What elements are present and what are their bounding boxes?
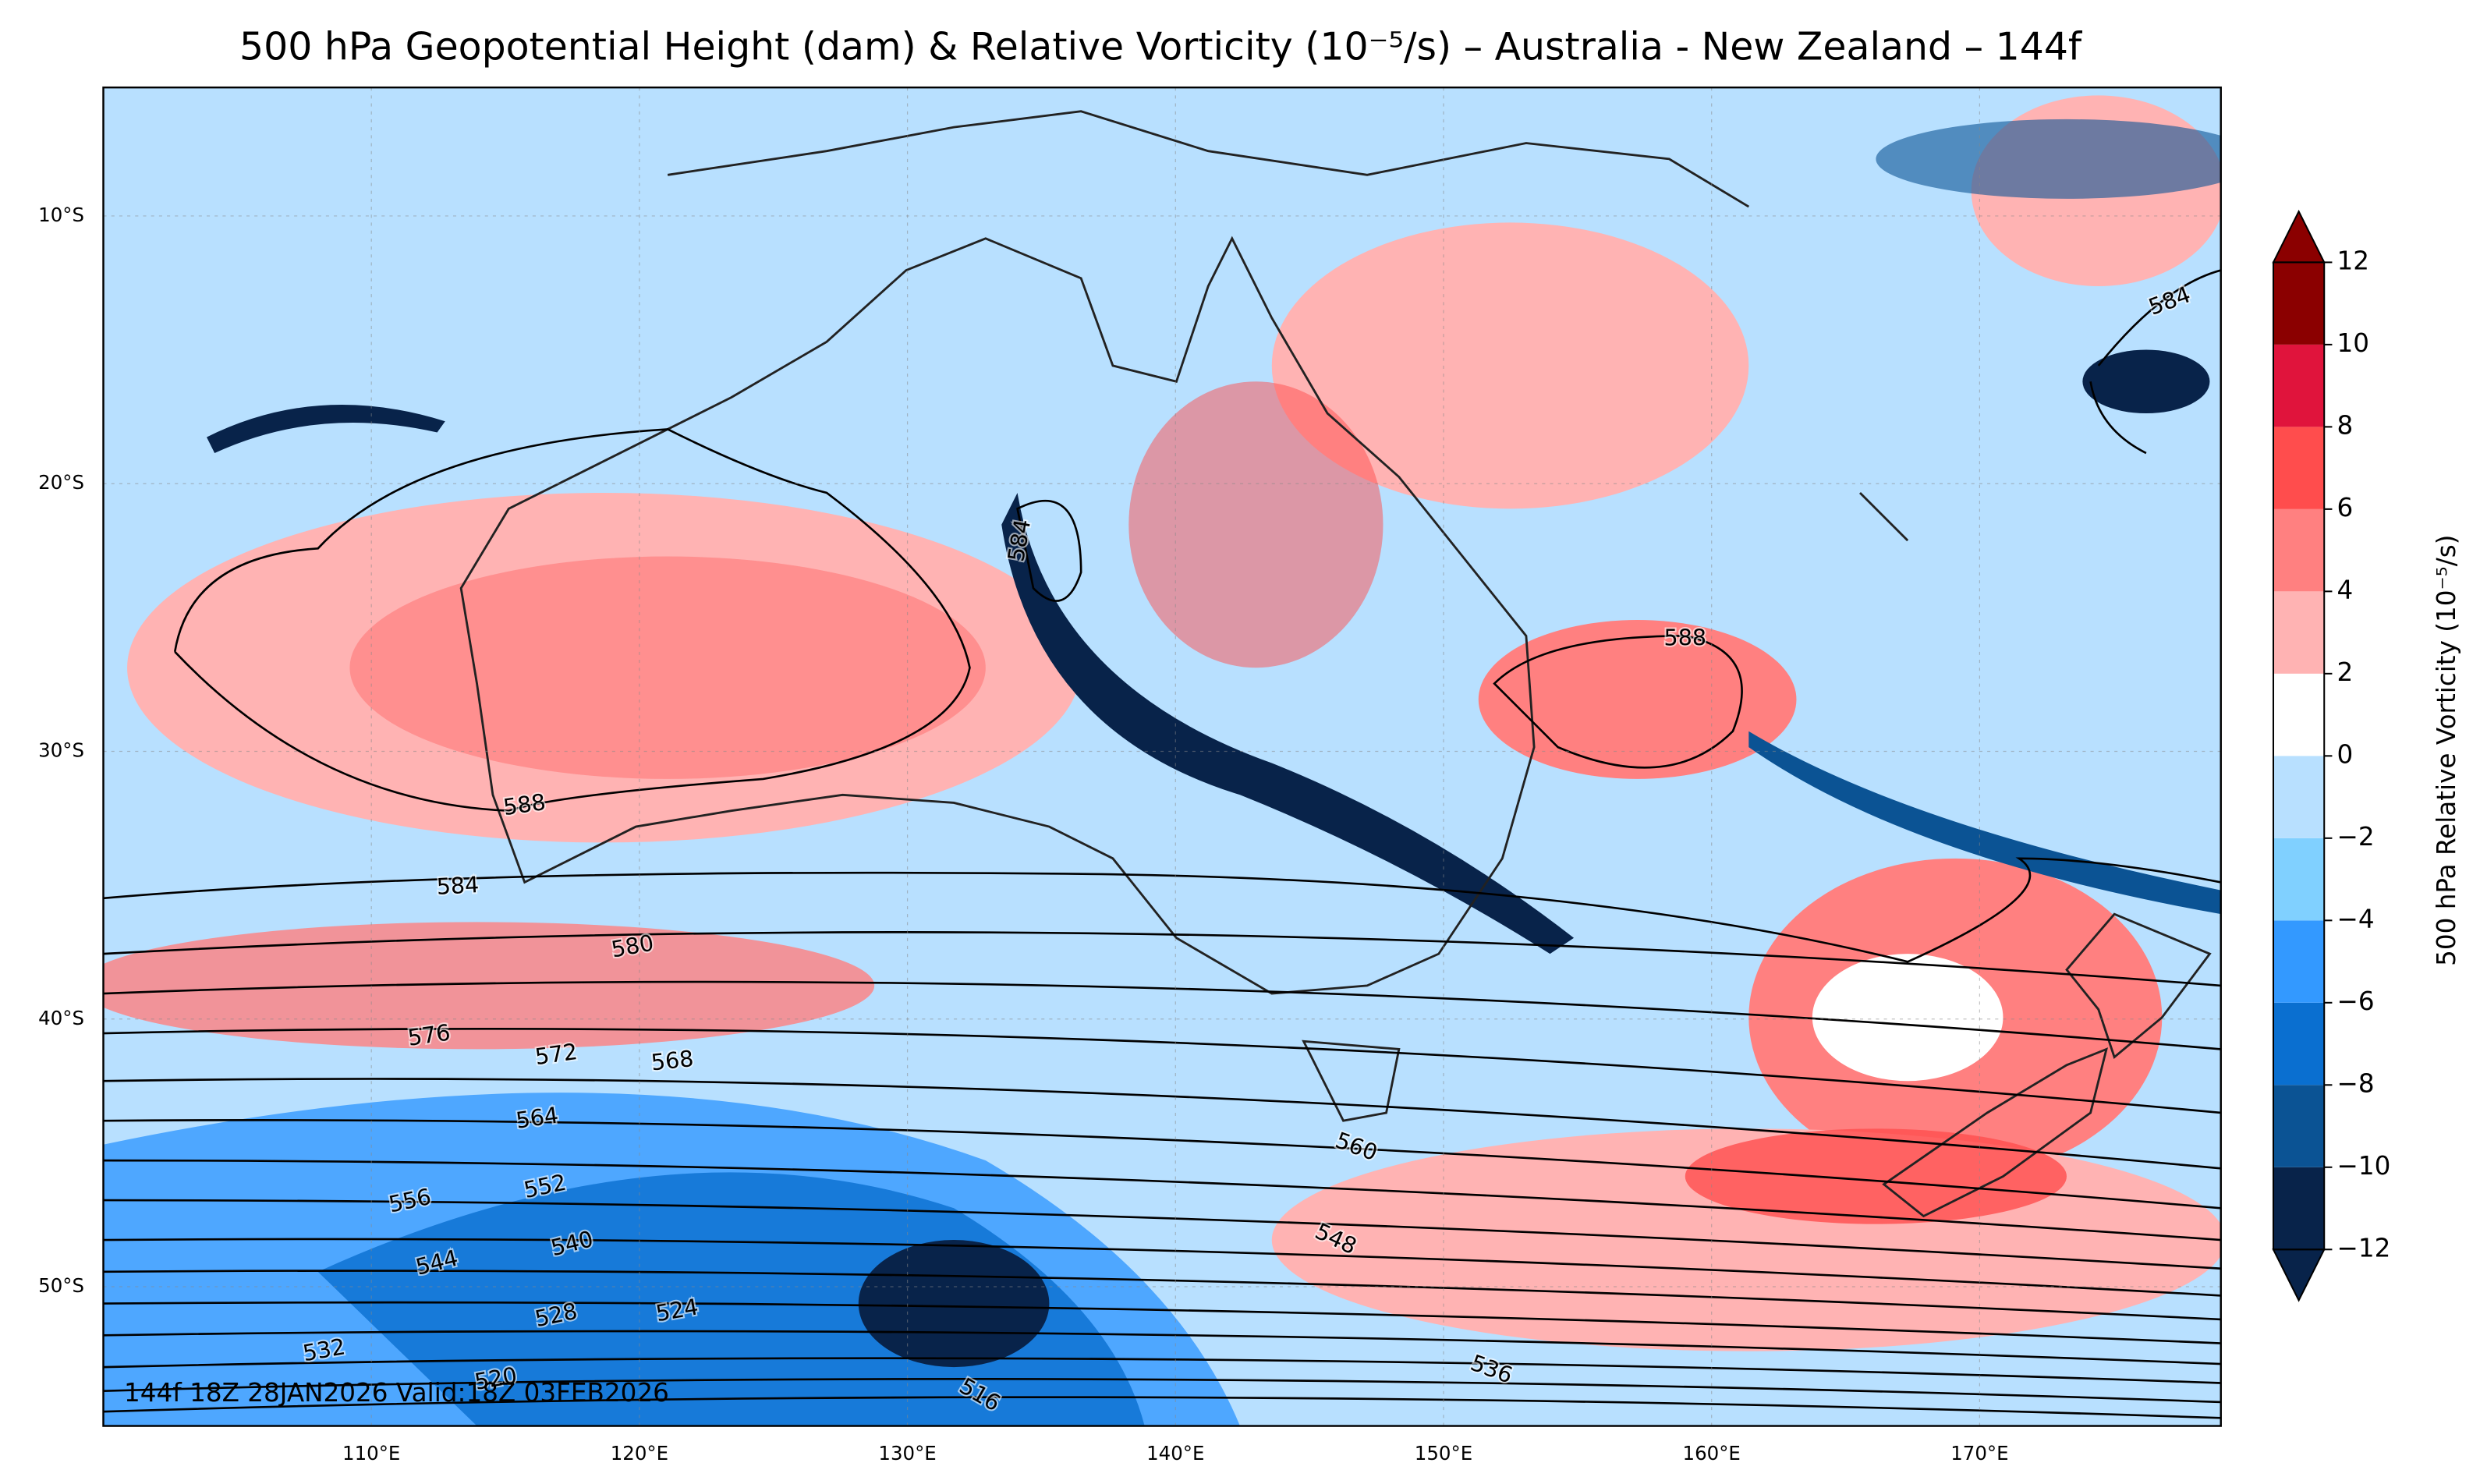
footer-text: 144f 18Z 28JAN2026 Valid:18Z 03FEB2026 [124, 1378, 669, 1408]
colorbar-extend-bottom [2272, 1248, 2326, 1302]
colorbar-swatch [2273, 1085, 2325, 1167]
contour-line [103, 1119, 2221, 1210]
x-tick-label: 110°E [342, 1442, 400, 1465]
vorticity-field [103, 95, 2221, 1426]
colorbar-extend-top [2272, 209, 2326, 264]
x-tick-label: 150°E [1415, 1442, 1472, 1465]
x-tick-label: 130°E [878, 1442, 936, 1465]
contour-line [103, 1330, 2221, 1365]
colorbar-swatch [2273, 591, 2325, 674]
colorbar-tick-label: 8 [2337, 410, 2354, 440]
colorbar-tick-label: 2 [2337, 657, 2354, 687]
x-tick-label: 140°E [1146, 1442, 1204, 1465]
colorbar-swatch [2273, 673, 2325, 756]
contour-line [103, 1378, 2221, 1404]
height-contours [103, 269, 2221, 1419]
contour-line [103, 1199, 2221, 1270]
colorbar-tick-label: 12 [2337, 246, 2370, 275]
contour-label: 588 [1664, 625, 1706, 651]
contour-line [103, 1357, 2221, 1384]
colorbar-swatch [2273, 838, 2325, 921]
contour-line [103, 1027, 2221, 1114]
contour-line [103, 1396, 2221, 1419]
colorbar-swatch [2273, 427, 2325, 509]
x-tick-label: 160°E [1683, 1442, 1741, 1465]
colorbar-swatch [2273, 756, 2325, 838]
colorbar-tick-label: −2 [2337, 822, 2375, 852]
contour-line [103, 1238, 2221, 1297]
map-frame [102, 86, 2222, 1427]
colorbar-label: 500 hPa Relative Vorticity (10⁻⁵/s) [2432, 535, 2461, 966]
colorbar-tick-label: −12 [2337, 1233, 2391, 1263]
colorbar-tick-label: 0 [2337, 739, 2354, 769]
colorbar-tick-label: −4 [2337, 904, 2375, 933]
coastlines [459, 110, 2212, 1218]
colorbar-tick-label: 4 [2337, 575, 2354, 604]
colorbar-tick-label: 6 [2337, 493, 2354, 522]
y-tick-label: 20°S [38, 471, 84, 494]
contour-label: 568 [650, 1046, 695, 1076]
colorbar-swatch [2273, 1002, 2325, 1086]
x-tick-label: 120°E [611, 1442, 668, 1465]
contour-line [103, 931, 2221, 987]
chart-title: 500 hPa Geopotential Height (dam) & Rela… [239, 25, 2083, 69]
colorbar-tick-label: −6 [2337, 986, 2375, 1016]
colorbar-tick-label: −8 [2337, 1068, 2375, 1098]
contour-line [103, 1270, 2221, 1321]
colorbar-swatch [2273, 1167, 2325, 1250]
colorbar-tick-label: 10 [2337, 328, 2370, 358]
contour-line [103, 1159, 2221, 1241]
contour-line [103, 1078, 2221, 1170]
y-tick-label: 30°S [38, 738, 84, 761]
contour-line [103, 1301, 2221, 1344]
y-tick-label: 40°S [38, 1007, 84, 1029]
y-tick-label: 50°S [38, 1274, 84, 1297]
x-tick-label: 170°E [1950, 1442, 2008, 1465]
contour-label: 584 [436, 872, 480, 900]
colorbar-swatch [2273, 920, 2325, 1003]
colorbar-swatch [2273, 508, 2325, 592]
contour-line [103, 980, 2221, 1050]
colorbar-swatch [2273, 262, 2325, 345]
y-tick-label: 10°S [38, 204, 84, 226]
colorbar-swatch [2273, 344, 2325, 427]
colorbar-tick-label: −10 [2337, 1151, 2391, 1181]
contour-label: 572 [533, 1039, 579, 1070]
contour-label: 576 [406, 1020, 452, 1051]
